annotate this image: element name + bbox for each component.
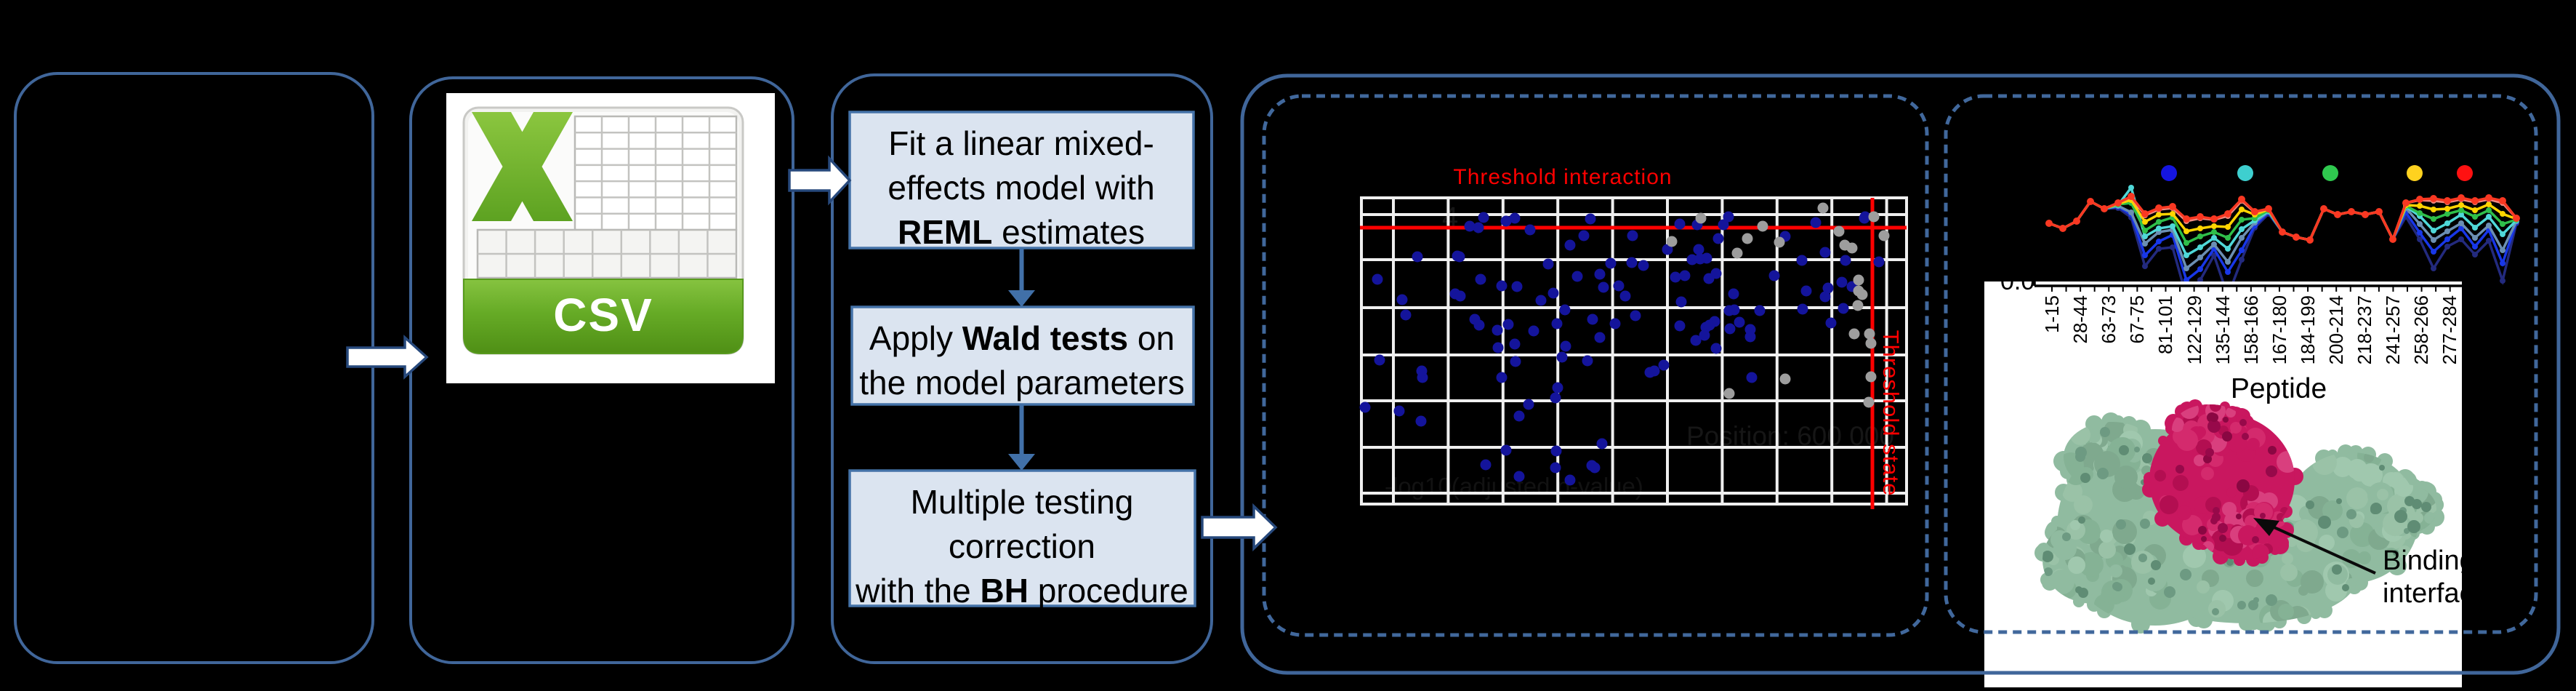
- svg-text:63-73: 63-73: [2098, 295, 2120, 344]
- svg-text:218-237: 218-237: [2354, 295, 2375, 364]
- svg-text:0.0: 0.0: [2000, 268, 2034, 295]
- svg-text:with the BH procedure: with the BH procedure: [855, 572, 1188, 610]
- svg-text:Threshold interaction: Threshold interaction: [1453, 165, 1672, 189]
- svg-text:1-15: 1-15: [2041, 295, 2063, 333]
- svg-text:122-129: 122-129: [2183, 295, 2205, 364]
- svg-text:Binding: Binding: [2383, 546, 2475, 576]
- svg-text:158-166: 158-166: [2240, 295, 2262, 364]
- svg-text:REML estimates: REML estimates: [898, 213, 1145, 251]
- svg-text:241-257: 241-257: [2382, 295, 2404, 364]
- svg-text:4: 4: [1442, 201, 1458, 233]
- svg-text:the model parameters: the model parameters: [859, 364, 1184, 402]
- svg-text:277-284: 277-284: [2439, 295, 2460, 364]
- svg-text:258-266: 258-266: [2410, 295, 2432, 364]
- svg-text:Apply Wald tests on: Apply Wald tests on: [869, 319, 1175, 357]
- svg-text:correction: correction: [949, 527, 1095, 565]
- svg-text:167-180: 167-180: [2269, 295, 2290, 364]
- svg-text:200-214: 200-214: [2325, 295, 2347, 364]
- svg-text:184-199: 184-199: [2297, 295, 2319, 364]
- svg-text:effects model with: effects model with: [887, 169, 1154, 207]
- svg-text:81-101: 81-101: [2154, 295, 2176, 354]
- svg-text:Fit a linear mixed-: Fit a linear mixed-: [888, 124, 1154, 162]
- svg-text:28-44: 28-44: [2069, 295, 2091, 344]
- svg-text:Peptide: Peptide: [2231, 373, 2327, 404]
- svg-text:CSV: CSV: [553, 289, 653, 341]
- svg-text:67-75: 67-75: [2126, 295, 2148, 344]
- svg-text:Multiple testing: Multiple testing: [911, 483, 1134, 521]
- svg-text:Threshold state: Threshold state: [1878, 330, 1904, 497]
- svg-text:135-144: 135-144: [2212, 295, 2234, 364]
